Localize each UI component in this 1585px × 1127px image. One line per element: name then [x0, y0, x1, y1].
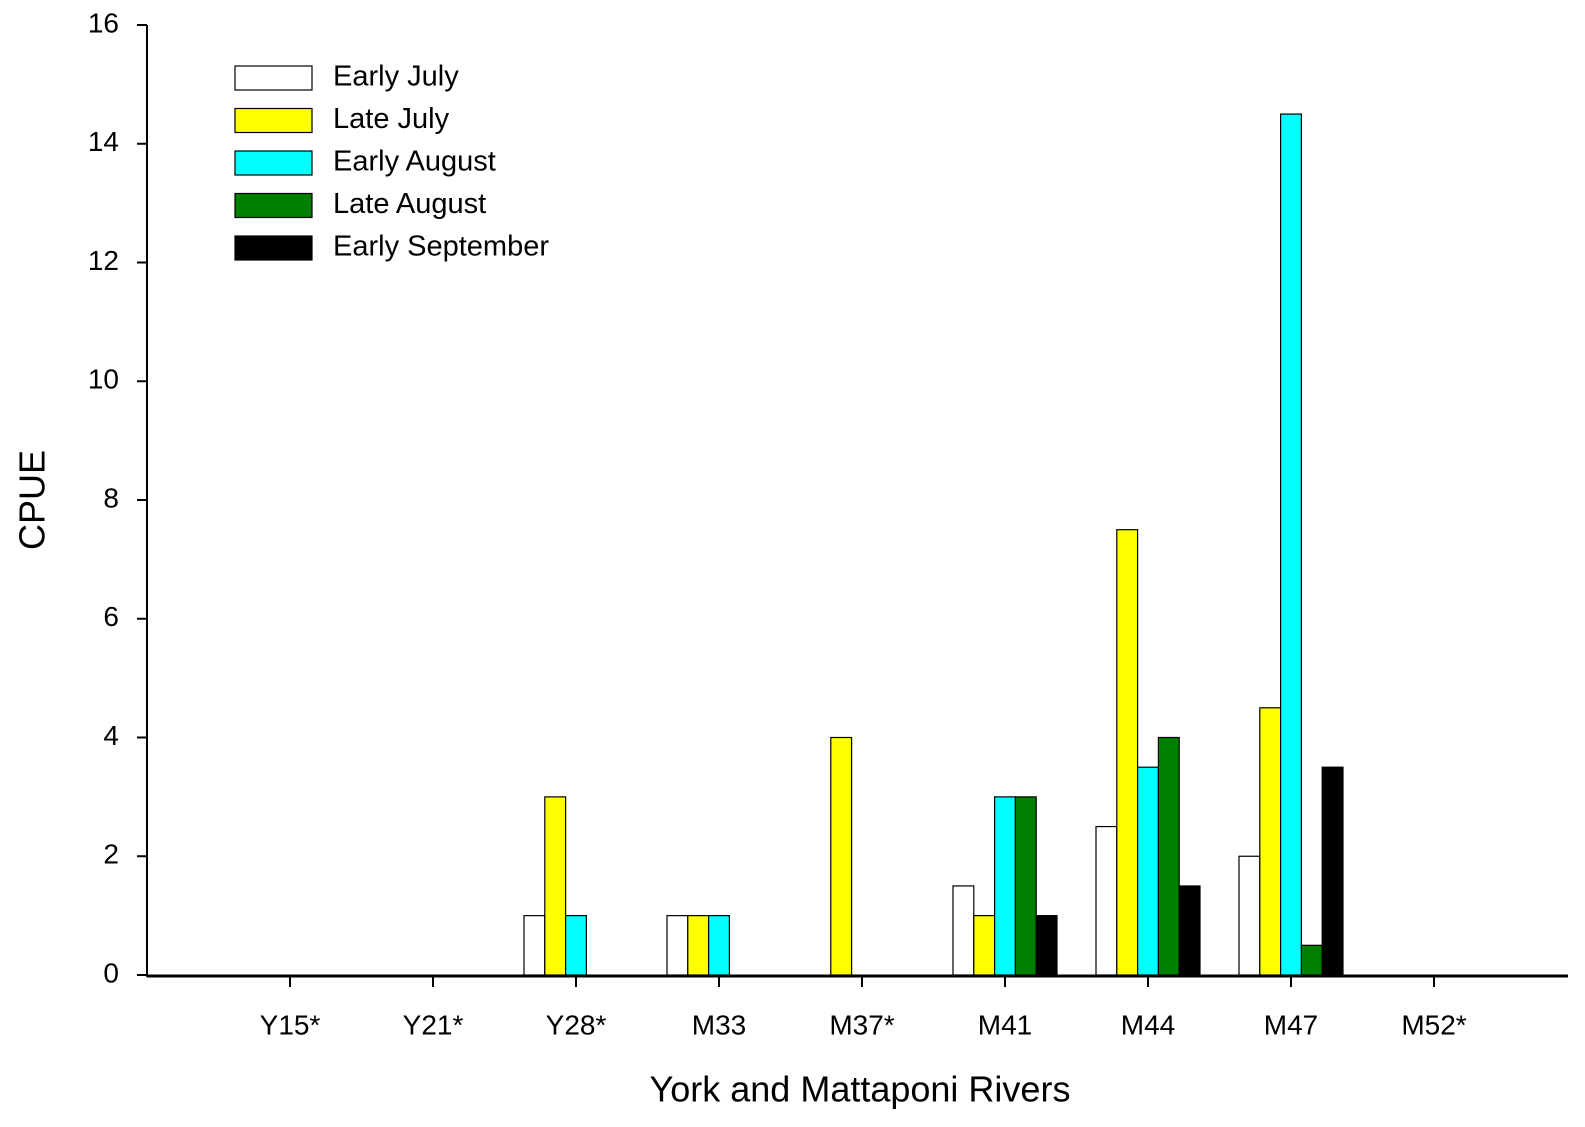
bar [1116, 529, 1139, 976]
bar [993, 796, 1016, 976]
bar [1136, 766, 1159, 976]
y-tick-label: 8 [103, 482, 119, 513]
bar [830, 736, 853, 976]
bar [1321, 766, 1344, 976]
legend-swatch [234, 150, 313, 176]
bar [1300, 944, 1323, 976]
legend-label: Early July [333, 61, 459, 93]
x-tick-label: Y28* [546, 1009, 607, 1040]
x-tick-label: Y15* [260, 1009, 321, 1040]
bar [666, 915, 689, 976]
x-tick-label: M47 [1264, 1009, 1318, 1040]
bar [1157, 736, 1180, 976]
bar [1279, 113, 1302, 976]
bar [1014, 796, 1037, 976]
legend-swatch [234, 235, 313, 261]
bar [707, 915, 730, 976]
y-tick-label: 12 [88, 245, 119, 276]
y-tick-label: 16 [88, 7, 119, 38]
bar [1035, 915, 1058, 976]
bar [1095, 825, 1118, 976]
legend-label: Early August [333, 146, 496, 178]
legend-swatch [234, 107, 313, 134]
bar [952, 885, 975, 976]
bar [687, 915, 710, 976]
y-tick-label: 4 [103, 720, 119, 751]
legend-label: Late August [333, 188, 486, 220]
bar [523, 915, 546, 976]
y-tick-label: 2 [103, 839, 119, 870]
bar [1259, 707, 1282, 976]
x-tick-label: M52* [1401, 1009, 1466, 1040]
x-tick-label: M33 [692, 1009, 746, 1040]
bar [1178, 885, 1201, 976]
legend-swatch [234, 65, 313, 91]
x-axis-title: York and Mattaponi Rivers [650, 1069, 1071, 1110]
x-tick-label: M44 [1121, 1009, 1175, 1040]
bar [564, 915, 587, 976]
bar [1238, 855, 1261, 976]
legend-swatch [234, 192, 313, 219]
y-tick-label: 6 [103, 601, 119, 632]
bar [973, 915, 996, 976]
legend-label: Late July [333, 103, 450, 135]
x-tick-label: M37* [829, 1009, 894, 1040]
y-tick-label: 10 [88, 364, 119, 395]
legend-label: Early September [333, 231, 549, 263]
x-tick-label: M41 [978, 1009, 1032, 1040]
x-tick-label: Y21* [403, 1009, 464, 1040]
y-tick-label: 0 [103, 957, 119, 988]
y-tick-label: 14 [88, 126, 119, 157]
bar [544, 796, 567, 976]
y-axis-title: CPUE [12, 450, 53, 550]
